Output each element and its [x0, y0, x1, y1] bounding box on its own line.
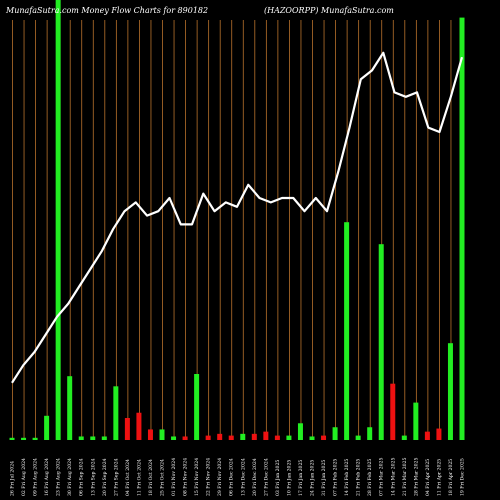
- bar-36: [413, 402, 419, 440]
- x-tick-label-5: 23 Fri Aug 2024: [56, 458, 62, 496]
- bar-21: [240, 433, 246, 440]
- bar-4: [44, 415, 50, 440]
- bar-2: [21, 437, 27, 440]
- bar-30: [344, 222, 350, 440]
- x-tick-label-33: 07 Fri Mar 2025: [379, 458, 385, 496]
- bar-14: [159, 429, 165, 440]
- x-tick-label-40: 19 Fri Dec 2025: [460, 458, 466, 496]
- bar-15: [171, 436, 177, 440]
- bar-6: [67, 376, 73, 440]
- x-tick-label-27: 24 Fri Jan 2025: [310, 460, 316, 496]
- bar-24: [274, 435, 280, 440]
- bar-11: [124, 418, 130, 440]
- x-tick-label-25: 10 Fri Jan 2025: [286, 460, 292, 496]
- x-tick-label-36: 28 Fri Mar 2025: [413, 458, 419, 496]
- x-tick-label-10: 27 Fri Sep 2024: [113, 458, 119, 496]
- x-tick-label-17: 15 Fri Nov 2024: [194, 458, 200, 496]
- x-tick-label-11: 04 Fri Oct 2024: [125, 459, 131, 496]
- bar-38: [436, 428, 442, 440]
- x-tick-label-26: 17 Fri Jan 2025: [298, 460, 304, 496]
- x-tick-label-39: 18 Fri Apr 2025: [448, 459, 454, 496]
- x-tick-label-23: 27 Fri Dec 2024: [263, 458, 269, 496]
- x-tick-label-38: 11 Fri Apr 2025: [436, 459, 442, 496]
- bar-3: [32, 437, 38, 440]
- bar-12: [136, 412, 142, 440]
- bar-25: [286, 435, 292, 440]
- x-tick-label-22: 20 Fri Dec 2024: [252, 458, 258, 496]
- bar-10: [113, 386, 119, 440]
- bar-7: [78, 436, 84, 440]
- bar-23: [263, 431, 269, 440]
- bar-16: [182, 436, 188, 440]
- price-line-series: [11, 51, 464, 384]
- x-tick-label-28: 31 Fri Jan 2025: [321, 460, 327, 496]
- x-tick-label-8: 13 Fri Sep 2024: [90, 458, 96, 496]
- bar-series: [9, 0, 465, 440]
- bar-18: [205, 435, 211, 440]
- bar-37: [424, 431, 430, 440]
- bar-9: [101, 436, 107, 440]
- x-tick-label-16: 08 Fri Nov 2024: [183, 458, 189, 496]
- bar-35: [401, 435, 407, 440]
- x-tick-label-34: 14 Fri Mar 2025: [390, 458, 396, 496]
- bar-13: [147, 429, 153, 440]
- x-tick-label-13: 18 Fri Oct 2024: [148, 459, 154, 496]
- x-tick-label-9: 20 Fri Sep 2024: [102, 458, 108, 496]
- x-tick-label-1: 26 Fri Jul 2024: [10, 461, 16, 496]
- x-tick-label-20: 06 Fri Dec 2024: [229, 458, 235, 496]
- bar-8: [90, 436, 96, 440]
- price-line: [11, 51, 464, 384]
- bar-39: [447, 343, 453, 440]
- x-tick-label-15: 01 Fri Nov 2024: [171, 458, 177, 496]
- bar-40: [459, 17, 465, 440]
- x-tick-label-4: 16 Fri Aug 2024: [44, 458, 50, 496]
- bar-1: [9, 437, 15, 440]
- bar-20: [228, 435, 234, 440]
- x-tick-label-3: 09 Fri Aug 2024: [33, 458, 39, 496]
- x-tick-label-32: 28 Fri Feb 2025: [367, 459, 373, 496]
- bar-5: [55, 0, 61, 440]
- x-tick-label-31: 21 Fri Feb 2025: [356, 459, 362, 496]
- x-tick-label-37: 04 Fri Apr 2025: [425, 459, 431, 496]
- x-tick-label-29: 07 Fri Feb 2025: [333, 459, 339, 496]
- x-tick-label-24: 03 Fri Jan 2025: [275, 460, 281, 496]
- bar-33: [378, 244, 384, 440]
- bar-34: [390, 383, 396, 440]
- x-tick-label-21: 13 Fri Dec 2024: [240, 458, 246, 496]
- x-tick-label-12: 11 Fri Oct 2024: [136, 459, 142, 496]
- x-tick-label-2: 02 Fri Aug 2024: [21, 458, 27, 496]
- x-tick-label-7: 06 Fri Sep 2024: [79, 458, 85, 496]
- bar-26: [297, 423, 303, 440]
- x-tick-label-30: 14 Fri Feb 2025: [344, 459, 350, 496]
- x-tick-label-18: 22 Fri Nov 2024: [206, 458, 212, 496]
- bar-22: [251, 433, 257, 440]
- bar-19: [217, 433, 223, 440]
- bar-31: [355, 435, 361, 440]
- x-tick-label-14: 25 Fri Oct 2024: [160, 459, 166, 496]
- bar-27: [309, 436, 315, 440]
- chart-subtitle: (HAZOORPP) MunafaSutra.com: [264, 6, 394, 15]
- bar-29: [332, 427, 338, 440]
- x-tick-label-35: 21 Fri Mar 2025: [402, 458, 408, 496]
- bar-28: [321, 435, 327, 440]
- bar-32: [367, 427, 373, 440]
- x-tick-label-6: 30 Fri Aug 2024: [67, 458, 73, 496]
- bar-17: [194, 374, 200, 440]
- x-tick-label-19: 29 Fri Nov 2024: [217, 458, 223, 496]
- chart-title: MunafaSutra.com Money Flow Charts for 89…: [5, 6, 208, 15]
- x-axis-tick-labels: 26 Fri Jul 2024 02 Fri Aug 2024 09 Fri Aug…: [10, 458, 466, 496]
